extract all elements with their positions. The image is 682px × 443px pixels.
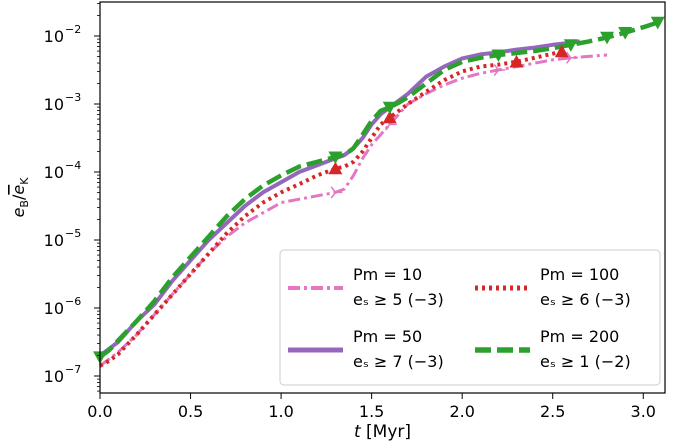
legend-label-sub: eₛ ≥ 1 (−2) xyxy=(540,352,631,371)
x-tick-label: 2.5 xyxy=(540,402,565,421)
tri-arm xyxy=(566,51,572,59)
legend-label-main: Pm = 200 xyxy=(540,327,619,346)
y-tick-exponent: −2 xyxy=(65,23,81,36)
legend-label-main: Pm = 100 xyxy=(540,265,619,284)
data-marker-2 xyxy=(382,110,397,124)
legend-label-sub: eₛ ≥ 5 (−3) xyxy=(353,290,444,309)
legend: Pm = 10 eₛ ≥ 5 (−3) Pm = 100 eₛ ≥ 6 (−3) Pm … xyxy=(279,249,661,386)
legend-label-main: Pm = 50 xyxy=(353,327,422,346)
marker-layer xyxy=(93,16,665,364)
y-tick-label: 10 xyxy=(44,27,64,46)
tri-arm xyxy=(493,69,499,77)
y-tick-exponent: −3 xyxy=(65,91,81,104)
y-tick-exponent: −4 xyxy=(65,159,81,172)
y-tick-label: 10 xyxy=(44,95,64,114)
x-tick-label: 0.0 xyxy=(87,402,112,421)
data-marker-0 xyxy=(330,186,343,199)
data-marker-3 xyxy=(382,101,397,115)
y-tick-label: 10 xyxy=(44,367,64,386)
data-marker-2 xyxy=(554,44,569,58)
data-marker-3 xyxy=(491,49,506,63)
y-tick-exponent: −7 xyxy=(65,363,81,376)
data-marker-3 xyxy=(600,31,615,45)
tri-arm xyxy=(330,191,337,199)
legend-box xyxy=(279,249,661,386)
x-tick-label: 1.0 xyxy=(268,402,293,421)
data-marker-3 xyxy=(650,16,665,30)
tri-arm xyxy=(566,57,572,64)
data-marker-0 xyxy=(493,63,506,77)
series-line-0 xyxy=(99,53,608,368)
series-line-2 xyxy=(99,49,563,368)
data-marker-2 xyxy=(509,54,524,68)
y-tick-label: 10 xyxy=(44,163,64,182)
y-tick-label: 10 xyxy=(44,231,64,250)
plot-frame xyxy=(99,1,666,394)
tri-arm xyxy=(493,63,499,71)
y-axis-label-text: eB/eK xyxy=(9,177,31,218)
y-tick-exponent: −6 xyxy=(65,295,81,308)
data-marker-3 xyxy=(618,27,633,40)
x-axis-label: t [Myr] xyxy=(354,422,411,442)
x-tick-label: 2.0 xyxy=(449,402,474,421)
tri-arm xyxy=(330,186,337,193)
legend-label-sub: eₛ ≥ 7 (−3) xyxy=(353,352,444,371)
x-tick-label: 0.5 xyxy=(178,402,203,421)
y-tick-label: 10 xyxy=(44,299,64,318)
y-axis-label: eB/eK xyxy=(9,177,31,218)
data-marker-3 xyxy=(563,39,578,52)
y-tick-exponent: −5 xyxy=(65,227,81,240)
series-line-3 xyxy=(98,20,659,359)
legend-label-sub: eₛ ≥ 6 (−3) xyxy=(540,290,631,309)
x-tick-label: 3.0 xyxy=(631,402,656,421)
y-ticks: 10−210−310−410−510−610−7 xyxy=(44,3,100,392)
data-marker-2 xyxy=(328,161,343,175)
legend-label-main: Pm = 10 xyxy=(353,265,422,284)
x-ticks: 0.0 0.5 1.0 1.5 2.0 2.5 3.0 xyxy=(87,393,656,421)
tri-arm xyxy=(384,123,391,131)
x-tick-label: 1.5 xyxy=(359,402,384,421)
series-layer xyxy=(98,20,659,368)
data-marker-3 xyxy=(328,151,343,165)
data-marker-0 xyxy=(566,51,578,64)
